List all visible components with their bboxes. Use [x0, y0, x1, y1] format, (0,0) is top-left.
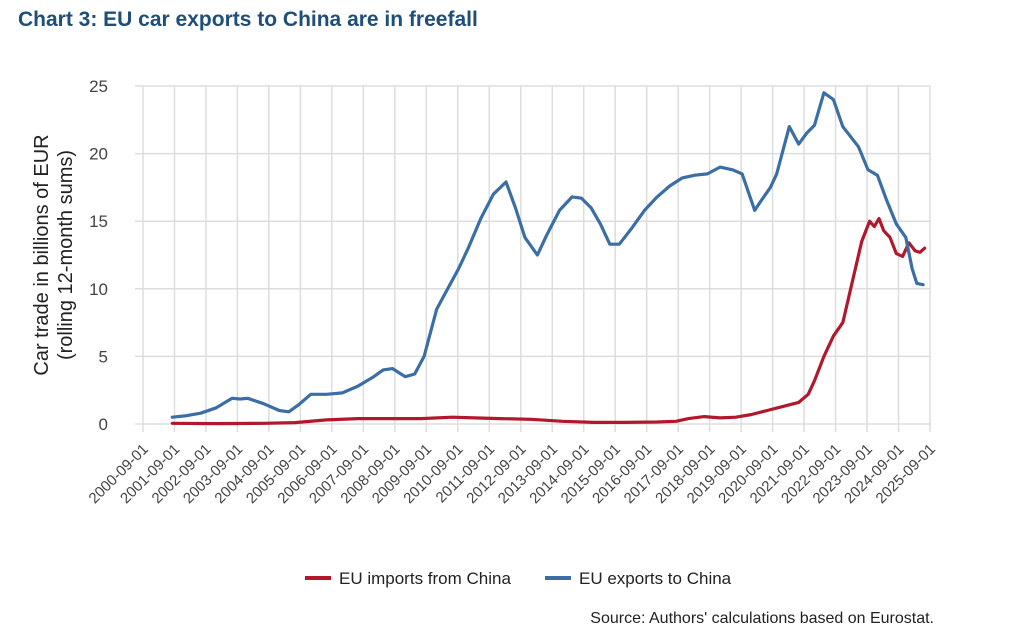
legend-label: EU imports from China: [339, 569, 511, 588]
series-line-exports: [170, 91, 925, 419]
y-tick-label: 5: [99, 347, 108, 366]
y-tick-label: 20: [89, 145, 108, 164]
chart-title: Chart 3: EU car exports to China are in …: [18, 8, 478, 31]
y-tick-label: 0: [99, 415, 108, 434]
grid: [135, 85, 931, 432]
y-axis-label: Car trade in billions of EUR: [31, 134, 53, 375]
source-note: Source: Authors' calculations based on E…: [590, 610, 934, 627]
x-axis: 2000-09-012001-09-012002-09-012003-09-01…: [86, 441, 939, 507]
series-line-imports: [170, 216, 927, 426]
y-axis: 0 5 10 15 20 25: [89, 77, 108, 434]
y-tick-label: 25: [89, 77, 108, 96]
legend-label: EU exports to China: [579, 569, 732, 588]
y-tick-label: 10: [89, 280, 108, 299]
y-axis-sublabel: (rolling 12-month sums): [55, 150, 77, 360]
series-lines: [170, 91, 927, 426]
y-tick-label: 15: [89, 212, 108, 231]
legend: EU imports from China EU exports to China: [305, 569, 732, 588]
